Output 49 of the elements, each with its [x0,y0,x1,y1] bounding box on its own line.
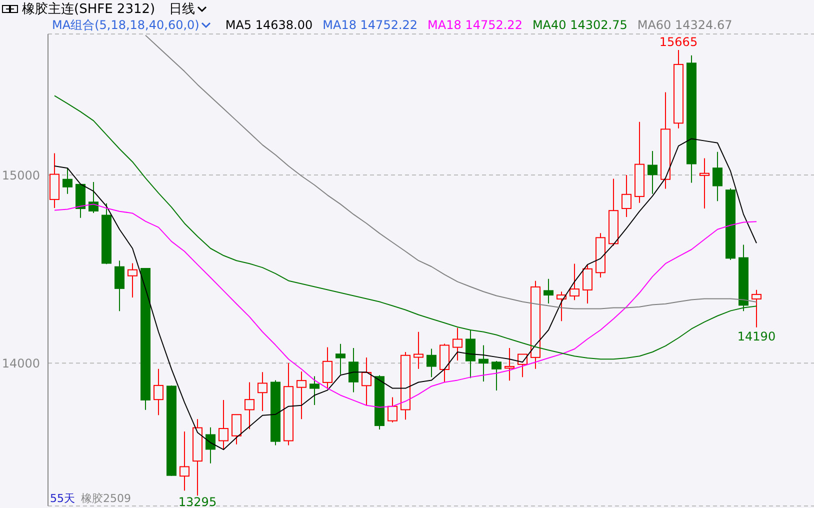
chart-title: 橡胶主连(SHFE 2312) [22,1,156,18]
annotation: 15665 [659,34,698,49]
line-series [145,34,757,310]
candlestick [362,356,372,406]
candlestick [180,431,190,492]
candlestick [426,348,436,378]
candlestick [582,264,592,304]
annotation: 13295 [178,495,217,508]
candlestick [570,263,580,301]
candlestick [556,291,566,322]
candlestick [544,278,554,304]
candlestick [478,344,488,382]
candlestick [62,167,72,194]
candlestick [622,174,632,218]
text: MA40 14302.75 [532,18,628,32]
candlestick [258,372,268,412]
y-tick-label: 15000 [2,168,40,182]
candlestick [336,343,346,375]
candlestick [752,289,762,328]
candlestick [232,414,242,445]
chart-subtitle: 日线 [169,1,196,18]
candlestick [128,262,138,298]
candlestick [452,327,462,361]
candlestick [114,260,124,312]
text: MA5 14638.00 [225,18,313,32]
candlestick [504,348,514,382]
candlestick [154,368,164,416]
annotation: 14190 [737,329,776,344]
candlestick [296,371,306,420]
candlestick [322,346,332,390]
candlestick [492,360,502,392]
candlestick [348,348,358,393]
candlestick [88,181,98,214]
annotation: 55天 [50,491,75,506]
text: MA18 14752.22 [322,18,418,32]
candlestick [648,150,658,194]
candlestick [206,426,216,464]
candlestick [712,151,722,202]
candlestick [700,158,710,210]
text: MA60 14324.67 [637,18,732,32]
candlestick [218,399,228,450]
text: MA18 14752.22 [428,18,522,32]
y-tick-label: 14000 [2,356,40,370]
candlestick [388,396,398,423]
annotation: 橡胶2509 [81,491,131,506]
candlestick [310,376,320,406]
candlestick [414,331,424,370]
candlestick [244,382,254,430]
legend-title: MA组合(5,18,18,40,60,0) [52,16,200,34]
